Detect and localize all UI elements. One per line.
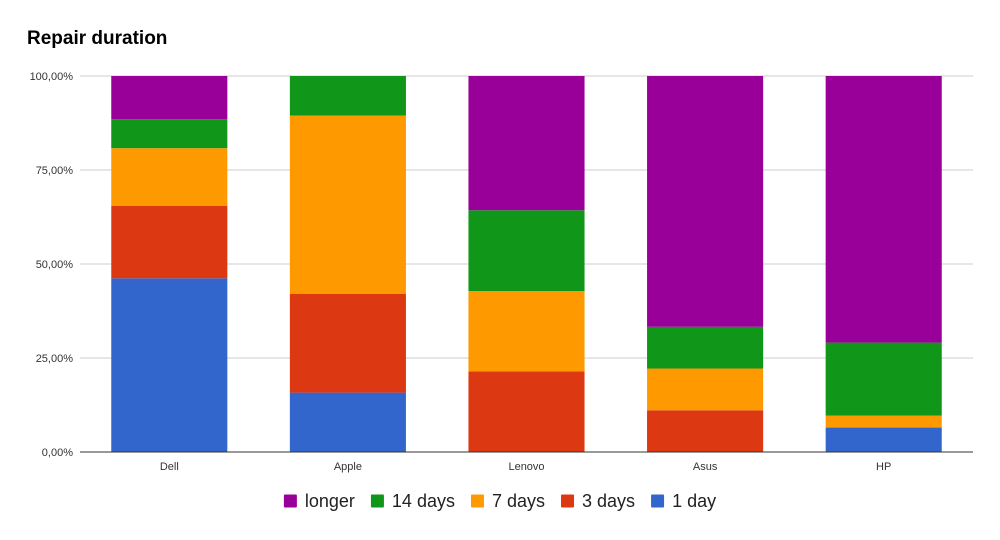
legend-label: 3 days <box>582 491 635 511</box>
y-tick-label: 75,00% <box>36 165 74 177</box>
chart-title: Repair duration <box>27 28 168 49</box>
x-tick-label: Apple <box>334 461 362 473</box>
legend-label: 14 days <box>392 491 455 511</box>
legend-swatch <box>283 494 297 508</box>
bar-segment <box>825 342 942 416</box>
x-tick-label: Lenovo <box>508 461 544 473</box>
axes: 0,00% 25,00% 50,00% 75,00% 100,00% Dell Apple L… <box>30 71 973 473</box>
bar-segment <box>289 392 406 452</box>
bar-segment <box>825 427 942 452</box>
bar-segment <box>647 326 764 369</box>
bar-segment <box>111 205 228 279</box>
bar-segment <box>468 76 585 211</box>
bar-segment <box>468 210 585 292</box>
bar-segment <box>111 119 228 149</box>
bar-segment <box>111 76 228 120</box>
legend-label: longer <box>305 491 355 511</box>
legend-swatch <box>651 494 665 508</box>
bar-segment <box>111 148 228 206</box>
bars <box>111 76 942 452</box>
legend: longer 14 days 7 days 3 days 1 day <box>283 491 716 511</box>
bar-segment <box>825 415 942 428</box>
bar-segment <box>111 278 228 452</box>
legend-label: 7 days <box>492 491 545 511</box>
x-tick-label: HP <box>876 461 891 473</box>
bar-segment <box>647 76 764 327</box>
bar-segment <box>825 76 942 343</box>
legend-label: 1 day <box>672 491 716 511</box>
bar-segment <box>289 76 406 116</box>
legend-swatch <box>561 494 575 508</box>
legend-swatch <box>470 494 484 508</box>
x-tick-label: Dell <box>160 461 179 473</box>
bar-segment <box>289 115 406 294</box>
bar-segment <box>647 368 764 411</box>
bar-segment <box>468 371 585 452</box>
y-tick-label: 0,00% <box>42 447 73 459</box>
legend-swatch <box>370 494 384 508</box>
bar-segment <box>289 293 406 393</box>
y-tick-label: 100,00% <box>30 71 74 83</box>
y-tick-label: 25,00% <box>36 353 74 365</box>
y-tick-label: 50,00% <box>36 259 74 271</box>
bar-segment <box>647 410 764 452</box>
bar-segment <box>468 291 585 372</box>
x-tick-label: Asus <box>693 461 718 473</box>
